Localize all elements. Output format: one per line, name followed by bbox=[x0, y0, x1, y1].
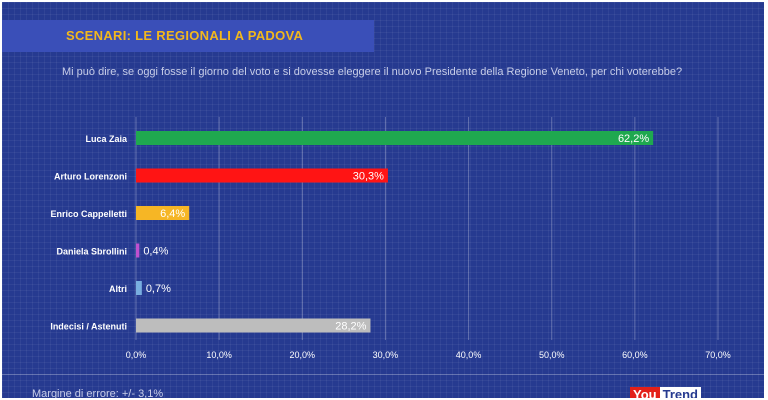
category-label: Indecisi / Astenuti bbox=[50, 322, 127, 332]
bar-value-label: 0,4% bbox=[143, 246, 168, 258]
footer-divider bbox=[2, 374, 764, 375]
bar bbox=[136, 318, 371, 333]
logo-you-part: You bbox=[630, 387, 660, 398]
survey-question: Mi può dire, se oggi fosse il giorno del… bbox=[62, 66, 683, 78]
bar-value-label: 30,3% bbox=[353, 171, 384, 183]
bar bbox=[136, 131, 654, 145]
bar-value-label: 6,4% bbox=[160, 208, 185, 220]
category-label: Daniela Sbrollini bbox=[56, 247, 127, 257]
title-banner: SCENARI: LE REGIONALI A PADOVA bbox=[2, 20, 374, 52]
category-label: Arturo Lorenzoni bbox=[54, 172, 127, 182]
x-tick-label: 30,0% bbox=[373, 350, 399, 360]
bar bbox=[136, 243, 140, 258]
category-label: Altri bbox=[109, 284, 127, 294]
x-tick-label: 70,0% bbox=[705, 350, 731, 360]
youtrend-logo: You Trend bbox=[630, 387, 701, 398]
x-tick-label: 10,0% bbox=[206, 350, 232, 360]
x-tick-label: 50,0% bbox=[539, 350, 565, 360]
x-tick-label: 60,0% bbox=[622, 350, 648, 360]
logo-trend-part: Trend bbox=[659, 387, 701, 398]
bar-value-label: 28,2% bbox=[335, 321, 366, 333]
chart-title: SCENARI: LE REGIONALI A PADOVA bbox=[66, 28, 304, 43]
category-label: Luca Zaia bbox=[85, 134, 128, 144]
category-label: Enrico Cappelletti bbox=[50, 209, 127, 219]
x-tick-label: 0,0% bbox=[126, 350, 147, 360]
margin-of-error-note: Margine di errore: +/- 3,1% bbox=[32, 388, 164, 398]
x-tick-label: 20,0% bbox=[290, 350, 316, 360]
bar-value-label: 0,7% bbox=[146, 283, 171, 295]
bar bbox=[136, 281, 142, 295]
bar bbox=[136, 206, 190, 220]
bar bbox=[136, 168, 388, 183]
x-tick-label: 40,0% bbox=[456, 350, 482, 360]
bar-chart: 0,0% 10,0% 20,0% 30,0% 40,0% 50,0% 60,0% 70,0% L… bbox=[50, 117, 731, 360]
bar-value-label: 62,2% bbox=[618, 133, 649, 145]
